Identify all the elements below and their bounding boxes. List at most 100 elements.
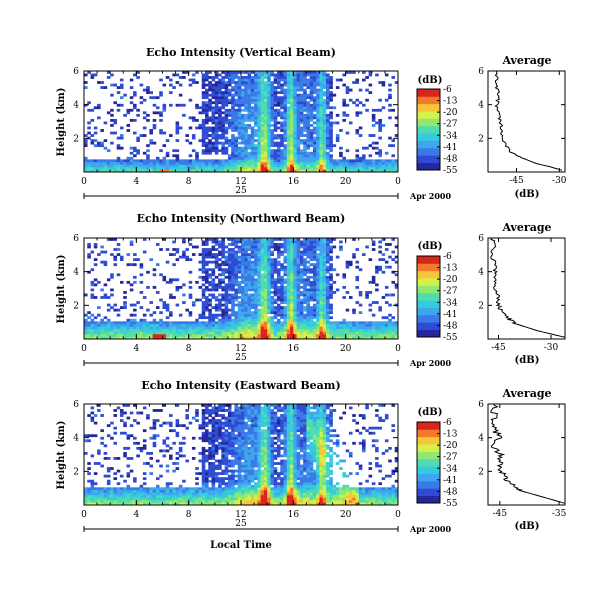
heatmap-cell (241, 316, 245, 320)
heatmap-cell (394, 326, 399, 330)
heatmap-cell (260, 73, 265, 77)
heatmap-cell (201, 81, 206, 84)
heatmap-cell (280, 113, 284, 117)
heatmap-cell (247, 248, 252, 251)
heatmap-cell (129, 243, 134, 246)
heatmap-cell (319, 113, 324, 117)
heatmap-cell (247, 126, 252, 130)
heatmap-cell (198, 124, 203, 127)
heatmap-cell (309, 326, 314, 330)
heatmap-cell (227, 253, 232, 256)
heatmap-cell (254, 303, 258, 307)
heatmap-cell (329, 126, 333, 130)
heatmap-cell (84, 73, 88, 77)
heatmap-cell (103, 260, 108, 264)
heatmap-cell (152, 273, 157, 277)
heatmap-cell (136, 336, 140, 340)
heatmap-cell (273, 280, 278, 284)
heatmap-cell (394, 336, 399, 340)
heatmap-cell (234, 73, 239, 77)
heatmap-cell (201, 328, 206, 332)
heatmap-cell (342, 166, 346, 170)
heatmap-cell (205, 161, 209, 165)
heatmap-cell (355, 301, 360, 304)
heatmap-cell (237, 245, 242, 249)
heatmap-cell (254, 258, 258, 262)
heatmap-cell (182, 113, 186, 117)
heatmap-cell (254, 238, 258, 241)
heatmap-cell (312, 83, 317, 87)
heatmap-cell (237, 96, 242, 100)
heatmap-cell (178, 321, 183, 325)
heatmap-cell (303, 260, 307, 264)
heatmap-cell (276, 141, 281, 145)
heatmap-cell (345, 263, 350, 267)
heatmap-cell (208, 103, 212, 107)
heatmap-cell (231, 326, 235, 330)
heatmap-cell (384, 260, 389, 264)
colorbar-tick-label: -20 (443, 108, 458, 118)
heatmap-cell (142, 88, 147, 92)
heatmap-cell (293, 71, 297, 74)
heatmap-cell (371, 301, 376, 304)
heatmap-cell (319, 308, 324, 312)
heatmap-cell (254, 151, 258, 155)
heatmap-cell (224, 76, 229, 79)
heatmap-cell (322, 156, 327, 160)
heatmap-cell (319, 93, 324, 97)
heatmap-cell (201, 474, 206, 478)
heatmap-cell (283, 129, 288, 132)
heatmap-cell (290, 328, 294, 332)
heatmap-cell (358, 111, 363, 115)
heatmap-cell (208, 316, 212, 320)
heatmap-cell (267, 73, 271, 77)
heatmap-cell (113, 336, 118, 340)
heatmap-cell (103, 169, 108, 173)
heatmap-cell (362, 78, 366, 82)
heatmap-cell (273, 306, 278, 309)
heatmap-cell (319, 156, 324, 160)
heatmap-cell (296, 131, 301, 135)
heatmap-cell (231, 136, 235, 140)
heatmap-cell (306, 291, 310, 294)
heatmap-cell (358, 323, 363, 327)
heatmap-cell (276, 318, 281, 322)
heatmap-cell (375, 301, 379, 304)
heatmap-cell (201, 164, 206, 168)
heatmap-cell (123, 497, 127, 501)
heatmap-cell (267, 111, 271, 115)
heatmap-cell (276, 96, 281, 100)
heatmap-cell (312, 71, 317, 74)
heatmap-cell (303, 273, 307, 277)
heatmap-cell (270, 86, 275, 89)
heatmap-cell (152, 333, 157, 337)
heatmap-cell (195, 156, 199, 160)
colorbar-swatch (417, 103, 440, 112)
heatmap-cell (205, 499, 209, 503)
heatmap-cell (306, 136, 310, 140)
heatmap-cell (201, 91, 206, 95)
heatmap-cell (126, 333, 131, 337)
heatmap-cell (159, 474, 163, 478)
heatmap-cell (263, 333, 268, 337)
heatmap-cell (348, 71, 353, 74)
heatmap-cell (345, 149, 350, 153)
heatmap-cell (267, 131, 271, 135)
heatmap-cell (267, 253, 271, 256)
heatmap-cell (296, 134, 301, 137)
heatmap-cell (227, 326, 232, 330)
heatmap-cell (155, 477, 160, 481)
heatmap-cell (316, 129, 320, 132)
heatmap-cell (270, 245, 275, 249)
heatmap-cell (296, 316, 301, 320)
heatmap-cell (267, 86, 271, 89)
heatmap-cell (306, 260, 310, 264)
heatmap-cell (188, 154, 193, 158)
heatmap-cell (355, 154, 360, 158)
heatmap-cell (319, 81, 324, 84)
heatmap-cell (227, 331, 232, 335)
heatmap-cell (113, 431, 118, 435)
heatmap-cell (129, 169, 134, 173)
heatmap-cell (296, 318, 301, 322)
heatmap-cell (332, 164, 337, 168)
